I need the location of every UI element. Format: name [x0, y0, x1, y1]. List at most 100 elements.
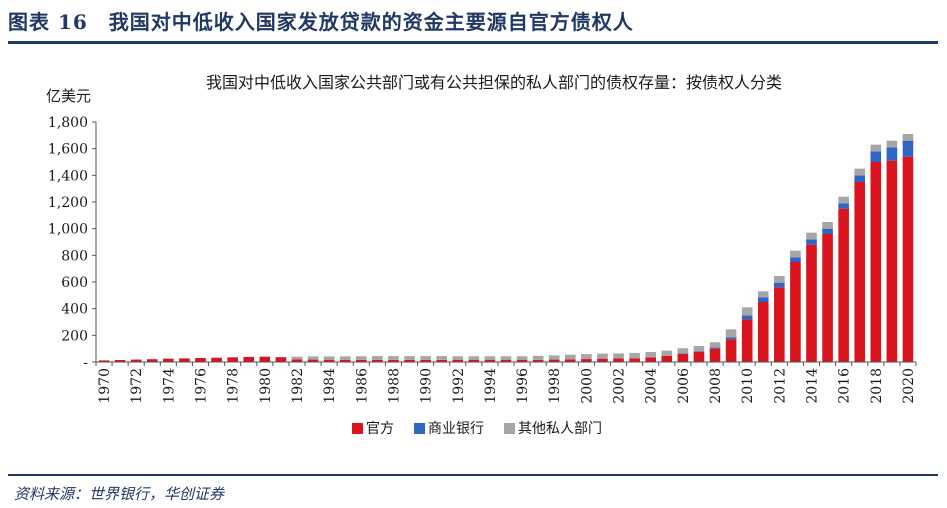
- bar-segment: [709, 342, 721, 348]
- bar-segment: [420, 359, 431, 362]
- bar-segment: [323, 356, 335, 360]
- bar-segment: [886, 160, 898, 362]
- bar-segment: [725, 337, 737, 340]
- bar-segment: [532, 355, 544, 360]
- figure-title: 图表 16 我国对中低收入国家发放贷款的资金主要源自官方债权人: [8, 10, 634, 34]
- bar-segment: [404, 356, 415, 360]
- bar-segment: [822, 228, 833, 234]
- bar-segment: [372, 359, 383, 362]
- bar-segment: [854, 175, 866, 182]
- bar-segment: [372, 356, 383, 360]
- bar-segment: [114, 360, 126, 362]
- x-tick-label: 1980: [258, 368, 274, 404]
- bar-segment: [661, 356, 673, 362]
- bar-segment: [388, 356, 399, 360]
- y-axis-ticks: - 200 400 600 800 1,000 1,200 1,400 1,600 1,800: [48, 115, 97, 371]
- bar-segment: [741, 315, 753, 320]
- bar-segment: [629, 358, 640, 362]
- bar-series: [98, 134, 914, 362]
- figure-source: 资料来源：世界银行，华创证券: [14, 485, 225, 503]
- bar-segment: [629, 352, 640, 359]
- bar-segment: [179, 358, 190, 362]
- x-tick-label: 2000: [579, 368, 595, 404]
- bar-segment: [291, 356, 303, 360]
- bar-segment: [838, 196, 849, 204]
- bar-segment: [307, 356, 319, 360]
- bar-segment: [468, 360, 480, 362]
- x-tick-label: 1982: [290, 368, 306, 404]
- bar-segment: [163, 358, 174, 362]
- bar-segment: [597, 353, 608, 359]
- bar-segment: [645, 352, 657, 358]
- x-tick-label: 1994: [483, 368, 499, 404]
- bar-segment: [452, 360, 464, 362]
- x-tick-label: 1988: [386, 368, 402, 404]
- bar-segment: [870, 144, 882, 152]
- bar-segment: [597, 358, 608, 362]
- bar-segment: [98, 360, 110, 362]
- bar-segment: [725, 339, 737, 362]
- y-tick-label: 200: [61, 328, 88, 344]
- bar-segment: [693, 351, 705, 352]
- bar-segment: [565, 359, 576, 362]
- y-tick-label: 1,000: [48, 222, 88, 238]
- bar-segment: [355, 356, 367, 360]
- bar-segment: [645, 357, 657, 362]
- bar-segment: [452, 356, 464, 360]
- bar-segment: [436, 356, 447, 360]
- bar-segment: [388, 359, 399, 362]
- bar-segment: [468, 356, 480, 360]
- legend-label: 其他私人部门: [518, 421, 602, 437]
- y-tick-label: 1,600: [48, 142, 88, 158]
- x-tick-label: 1972: [129, 368, 145, 404]
- y-tick-label: 400: [61, 302, 88, 318]
- bar-segment: [500, 360, 512, 362]
- bar-segment: [886, 140, 898, 148]
- bar-segment: [548, 359, 560, 362]
- bar-segment: [211, 357, 222, 362]
- bar-segment: [774, 276, 785, 283]
- bar-segment: [275, 357, 287, 362]
- bar-segment: [902, 134, 914, 141]
- bar-segment: [902, 156, 914, 362]
- bar-segment: [693, 352, 705, 362]
- bar-segment: [757, 291, 769, 298]
- x-tick-label: 1978: [226, 368, 242, 404]
- y-axis-unit-label: 亿美元: [46, 87, 91, 105]
- bar-segment: [355, 359, 367, 362]
- header-rule: [8, 41, 938, 44]
- x-tick-label: 1976: [194, 368, 210, 404]
- bar-segment: [291, 359, 303, 362]
- bar-segment: [757, 297, 769, 302]
- x-tick-label: 1998: [547, 368, 563, 404]
- bar-segment: [404, 359, 415, 362]
- y-tick-label: 1,400: [48, 168, 88, 184]
- y-tick-label: -: [83, 355, 88, 371]
- x-tick-label: 2012: [772, 368, 788, 404]
- bar-segment: [195, 358, 206, 362]
- bar-segment: [146, 359, 158, 362]
- bar-segment: [227, 357, 238, 362]
- x-tick-label: 1974: [161, 368, 177, 404]
- bar-segment: [725, 329, 737, 338]
- bar-segment: [581, 354, 592, 360]
- x-tick-label: 1986: [354, 368, 370, 404]
- bar-segment: [902, 140, 914, 157]
- bar-segment: [854, 182, 866, 362]
- x-tick-label: 2020: [901, 368, 917, 404]
- legend-swatch: [352, 423, 363, 434]
- legend-swatch: [414, 423, 425, 434]
- bar-segment: [339, 359, 351, 362]
- footer-rule: [8, 474, 938, 476]
- x-tick-label: 1996: [515, 368, 531, 404]
- bar-segment: [790, 250, 801, 258]
- bar-segment: [757, 302, 769, 362]
- x-tick-label: 1970: [97, 368, 113, 404]
- y-tick-label: 1,200: [48, 195, 88, 211]
- bar-segment: [790, 257, 801, 262]
- bar-segment: [806, 244, 817, 362]
- x-tick-label: 1990: [419, 368, 435, 404]
- legend: 官方 商业银行 其他私人部门: [352, 421, 602, 437]
- bar-segment: [307, 359, 319, 362]
- bar-segment: [806, 239, 817, 245]
